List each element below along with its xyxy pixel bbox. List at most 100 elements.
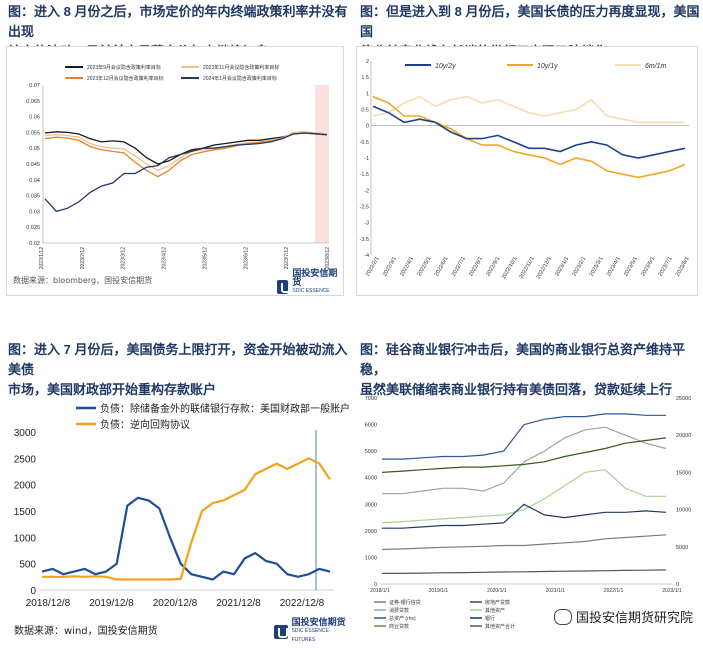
x-tick-label: 2022/9/1 <box>485 256 501 278</box>
logo-text-cn: 国投安信期货 <box>292 268 338 287</box>
legend-label: 商业贷款 <box>389 623 409 630</box>
x-tick-label: 2019/1/1 <box>429 588 449 594</box>
y-tick-label: 2500 <box>14 454 37 465</box>
x-tick-label: 2020/1/1 <box>487 588 507 594</box>
x-tick-label: 2023/1/1 <box>554 256 570 278</box>
legend-label: 2024年1月会议隐含政策利率目标 <box>203 75 277 82</box>
x-tick-label: 2022/4/1 <box>399 256 415 278</box>
x-tick-label: 2023/2/12 <box>80 247 86 269</box>
x-tick-label: 2022/6/1 <box>434 256 450 278</box>
y-tick-label-right: 0 <box>676 582 679 588</box>
y-tick-label-left: 6000 <box>365 423 377 429</box>
y-tick-label-right: 20000 <box>676 433 691 439</box>
series-line <box>381 469 666 524</box>
panel-1-title-line1: 图：进入 8 月份之后，市场定价的年内终端政策利率并没有出现 <box>8 4 348 39</box>
x-tick-label: 2022/12/1 <box>536 256 553 280</box>
y-tick-label: 1000 <box>14 533 37 544</box>
y-tick-label-left: 1000 <box>365 555 377 561</box>
panel-2-title-line1: 图：但是进入到 8 月份后，美国长债的压力再度显现，美国国 <box>360 4 700 39</box>
legend-label: 消费贷款 <box>389 607 409 614</box>
y-tick-label-left: 7000 <box>365 396 377 402</box>
logo-text-en: SDIC ESSENCE FUTURES <box>291 628 329 643</box>
y-tick-label-left: 4000 <box>365 476 377 482</box>
x-tick-label: 2022/5/1 <box>416 256 432 278</box>
series-line <box>382 569 667 574</box>
y-tick-label: -1.5 <box>360 172 369 178</box>
source-note: 数据来源：bloomberg，国投安信期货 <box>13 276 153 285</box>
y-tick-label: 0.045 <box>26 162 40 168</box>
legend-label: 10y/2y <box>435 63 456 70</box>
legend-label: 其他资产 <box>485 607 505 614</box>
source-note: 数据来源：wind，国投安信期货 <box>14 626 158 637</box>
series-line <box>372 95 685 124</box>
logo: 国投安信期货 SDIC ESSENCE FUTURES <box>277 268 343 295</box>
y-tick-label: -2.5 <box>360 205 369 211</box>
y-tick-label-left: 0 <box>374 582 377 588</box>
y-tick-label: 0.035 <box>26 194 40 200</box>
panel-fed-liabilities: 图：进入 7 月份后，美国债务上限打开，资金开始被动流入美债 市场，美国财政部开… <box>0 338 352 648</box>
y-tick-label: 0.5 <box>361 108 369 114</box>
y-tick-label: 2 <box>366 59 369 65</box>
series-line <box>42 457 331 581</box>
x-tick-label: 2023/1/1 <box>662 588 682 594</box>
x-tick-label: 2018/1/1 <box>370 588 390 594</box>
series-line <box>44 132 328 213</box>
panel-policy-rate: 图：进入 8 月份之后，市场定价的年内终端政策利率并没有出现 较大的波动，目前并… <box>0 0 352 300</box>
x-tick-label: 2020/12/8 <box>153 598 198 609</box>
series-line <box>44 131 328 165</box>
y-tick-label-right: 15000 <box>676 470 691 476</box>
chart-box-1: 0.07 0.065 0.06 0.055 0.05 0.045 0.04 0.035 0.03… <box>6 46 344 296</box>
y-tick-label: -3 <box>364 221 369 227</box>
x-tick-label: 2023/8/1 <box>675 256 691 278</box>
legend-label: 房地产贷款 <box>485 599 510 606</box>
chart-box-3: 0 500 1000 1500 2000 2500 3000 2018/12/8 2019/12… <box>0 388 352 648</box>
chart-fed-liabilities: 0 500 1000 1500 2000 2500 3000 2018/12/8 2019/12… <box>14 402 350 609</box>
y-tick-label: 0.025 <box>26 225 40 231</box>
x-tick-label: 2022/8/1 <box>468 256 484 278</box>
x-tick-label: 2022/11/1 <box>519 256 536 280</box>
y-tick-label: 0.055 <box>26 130 40 136</box>
chart-commercial-banks: 0 1000 2000 3000 4000 5000 6000 7000 0 5000 10000 1… <box>365 396 692 630</box>
y-tick-label: 0.02 <box>29 241 40 247</box>
legend-label: 10y/1y <box>537 63 558 70</box>
logo-icon <box>277 280 292 294</box>
watermark-text: 国投安信期货研究院 <box>575 610 693 625</box>
x-tick-label: 2023/7/1 <box>658 256 674 278</box>
x-tick-label: 2023/5/12 <box>202 247 208 269</box>
logo: 国投安信期货 SDIC ESSENCE FUTURES <box>274 618 352 645</box>
x-tick-label: 2022/12/8 <box>280 598 325 609</box>
legend-label: 证券-银行信贷 <box>389 599 421 606</box>
watermark: 国投安信期货研究院 <box>553 607 693 626</box>
legend-label: 2023年12月会议隐含政策利率目标 <box>87 75 164 82</box>
logo-icon <box>274 624 288 639</box>
highlight-band <box>315 85 329 243</box>
x-tick-label: 2023/3/12 <box>121 247 127 269</box>
y-tick-label-left: 5000 <box>365 449 377 455</box>
y-tick-label-right: 25000 <box>676 396 691 402</box>
panel-3-title: 图：进入 7 月份后，美国债务上限打开，资金开始被动流入美债 市场，美国财政部开… <box>8 340 348 400</box>
panel-3-title-line2: 市场，美国财政部开始重构存款账户 <box>8 382 217 397</box>
x-tick-label: 2021/12/8 <box>216 598 261 609</box>
y-tick-label-left: 2000 <box>365 529 377 535</box>
y-tick-label: 0.07 <box>29 83 40 89</box>
y-tick-label-right: 10000 <box>676 508 691 514</box>
chart-policy-rate: 0.07 0.065 0.06 0.055 0.05 0.045 0.04 0.035 0.03… <box>26 64 331 269</box>
x-tick-label: 2019/12/8 <box>89 598 134 609</box>
x-tick-label: 2022/3/1 <box>382 256 398 278</box>
panel-commercial-banks: 图：硅谷商业银行冲击后，美国的商业银行总资产维持平稳， 虽然美联储缩表商业银行持… <box>352 338 703 648</box>
legend-label: 6m/1m <box>645 63 667 70</box>
x-tick-label: 2023/4/1 <box>606 256 622 278</box>
y-tick-label-right: 5000 <box>676 545 688 551</box>
series-line <box>372 105 686 159</box>
x-tick-label: 2023/1/12 <box>39 247 45 269</box>
y-tick-label: 0.06 <box>29 115 40 121</box>
y-tick-label: 0.05 <box>29 146 40 152</box>
x-tick-label: 2023/3/1 <box>589 256 605 278</box>
x-tick-label: 2023/2/1 <box>571 256 587 278</box>
y-tick-label: 500 <box>19 560 36 571</box>
panel-4-title: 图：硅谷商业银行冲击后，美国的商业银行总资产维持平稳， 虽然美联储缩表商业银行持… <box>360 340 700 400</box>
series-line <box>382 413 666 460</box>
x-tick-label: 2022/2/1 <box>365 256 381 278</box>
y-tick-label: 0.065 <box>26 99 40 105</box>
legend-label: 银行 <box>485 615 495 622</box>
